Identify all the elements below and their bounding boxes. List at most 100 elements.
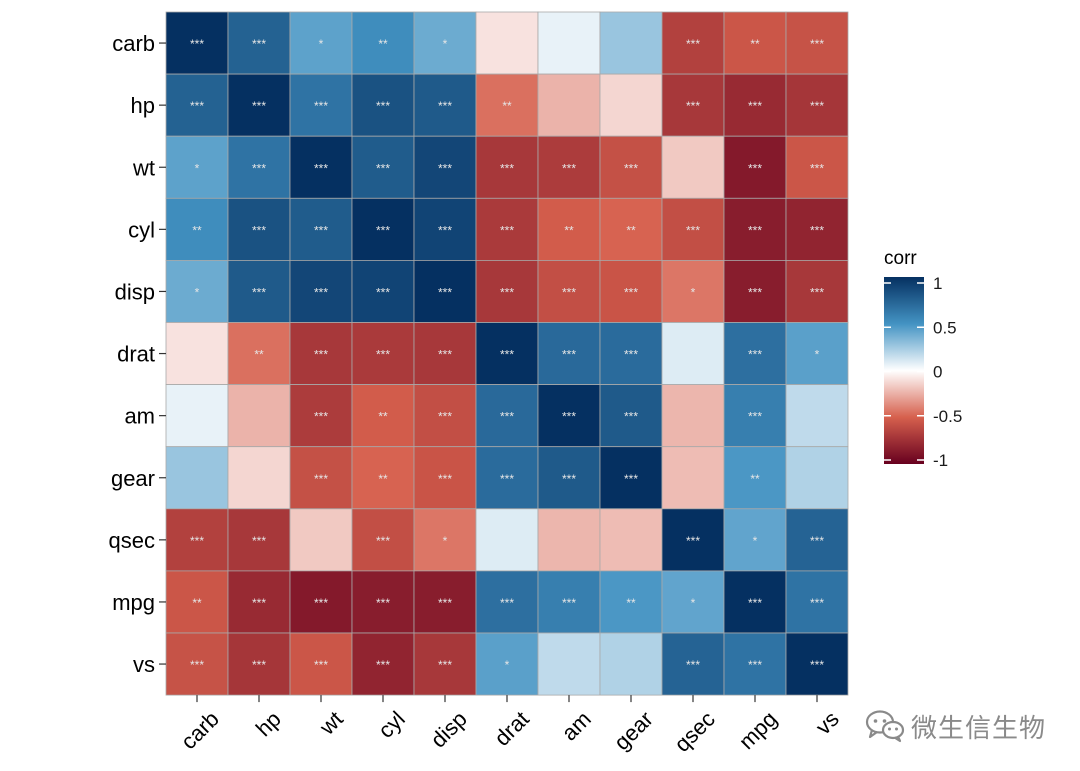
significance-label: * [319,37,324,51]
x-axis: carb hp wt cyl disp drat am gear qsec mpg vs [176,695,844,757]
significance-label: *** [810,534,824,548]
significance-label: *** [376,596,390,610]
y-tick-label-carb: carb [112,31,155,56]
legend-title: corr [884,248,917,269]
significance-label: *** [562,410,576,424]
heatmap-cell-hp-mpg [723,73,787,137]
significance-label: *** [500,161,514,175]
heatmap-cell-disp-qsec [661,259,725,323]
significance-label: *** [438,658,452,672]
y-tick-label-cyl: cyl [128,217,155,242]
heatmap-cell-disp-am [537,259,601,323]
legend-colorbar [884,277,924,464]
significance-label: *** [314,285,328,299]
heatmap-cell-cyl-qsec [661,197,725,261]
significance-label: *** [810,223,824,237]
significance-label: *** [314,223,328,237]
legend-tick-label: -0.5 [933,407,962,426]
significance-label: *** [438,348,452,362]
y-tick-label-gear: gear [111,466,155,491]
heatmap-cell-cyl-wt [289,197,353,261]
significance-label: *** [500,285,514,299]
significance-label: *** [748,99,762,113]
heatmap-cell-hp-disp [413,73,477,137]
heatmap-cell-mpg-gear [599,570,663,634]
significance-label: *** [624,161,638,175]
heatmap-cell-am-cyl [351,384,415,448]
heatmap-cell-hp-wt [289,73,353,137]
significance-label: *** [748,348,762,362]
heatmap-cell-gear-carb [165,446,229,510]
significance-label: ** [378,37,388,51]
heatmap-cell-carb-vs [785,11,849,75]
y-tick-label-am: am [124,404,155,429]
heatmap-cell-gear-gear [599,446,663,510]
significance-label: ** [378,410,388,424]
significance-label: *** [748,285,762,299]
heatmap-cell-am-drat [475,384,539,448]
x-tick-label-am: am [557,706,596,745]
x-tick-label-qsec: qsec [669,706,720,757]
heatmap-cell-vs-drat [475,632,539,696]
significance-label: *** [314,99,328,113]
legend-tick-label: 0 [933,363,942,382]
watermark-text: 微生信生物 [911,713,1047,744]
heatmap-cell-wt-wt [289,135,353,199]
x-tick-label-cyl: cyl [373,706,410,743]
significance-label: *** [376,658,390,672]
heatmap-cell-qsec-wt [289,508,353,572]
significance-label: *** [314,596,328,610]
significance-label: * [691,596,696,610]
wechat-icon [865,710,905,743]
significance-label: *** [624,348,638,362]
significance-label: *** [624,410,638,424]
significance-label: *** [252,658,266,672]
heatmap-cell-wt-vs [785,135,849,199]
y-axis: carb hp wt cyl disp drat am gear qsec mpg vs [109,31,166,677]
significance-label: *** [190,99,204,113]
heatmap-cell-drat-carb [165,322,229,385]
significance-label: * [753,534,758,548]
heatmap-cell-mpg-vs [785,570,849,634]
significance-label: *** [376,99,390,113]
significance-label: *** [748,223,762,237]
heatmap-cell-qsec-gear [599,508,663,572]
significance-label: *** [810,161,824,175]
significance-label: *** [438,410,452,424]
x-tick-label-hp: hp [251,706,286,741]
heatmap-cell-cyl-disp [413,197,477,261]
heatmap-cells [165,11,849,696]
heatmap-cell-carb-cyl [351,11,415,75]
heatmap-cell-hp-vs [785,73,849,137]
significance-label: *** [438,596,452,610]
heatmap-cell-vs-wt [289,632,353,696]
significance-label: *** [624,472,638,486]
heatmap-cell-am-carb [165,384,229,448]
significance-label: *** [748,658,762,672]
heatmap-cell-disp-cyl [351,259,415,323]
heatmap-cell-mpg-qsec [661,570,725,634]
significance-label: *** [438,472,452,486]
heatmap-cell-cyl-cyl [351,197,415,261]
significance-label: *** [252,534,266,548]
significance-label: ** [750,472,760,486]
heatmap-cell-mpg-cyl [351,570,415,634]
heatmap-cell-carb-disp [413,11,477,75]
heatmap-cell-vs-am [537,632,601,696]
heatmap-cell-qsec-drat [475,508,539,572]
significance-label: *** [252,37,266,51]
heatmap-cell-qsec-mpg [723,508,787,572]
heatmap-cell-wt-qsec [661,135,725,199]
heatmap-cell-hp-gear [599,73,663,137]
heatmap-cell-hp-hp [227,73,291,137]
heatmap-cell-cyl-drat [475,197,539,261]
significance-label: ** [502,99,512,113]
heatmap-cell-disp-wt [289,259,353,323]
significance-label: *** [686,99,700,113]
significance-label: *** [438,161,452,175]
significance-label: * [195,285,200,299]
y-tick-label-vs: vs [133,652,155,677]
heatmap-cell-cyl-hp [227,197,291,261]
significance-label: *** [686,223,700,237]
significance-label: *** [500,472,514,486]
